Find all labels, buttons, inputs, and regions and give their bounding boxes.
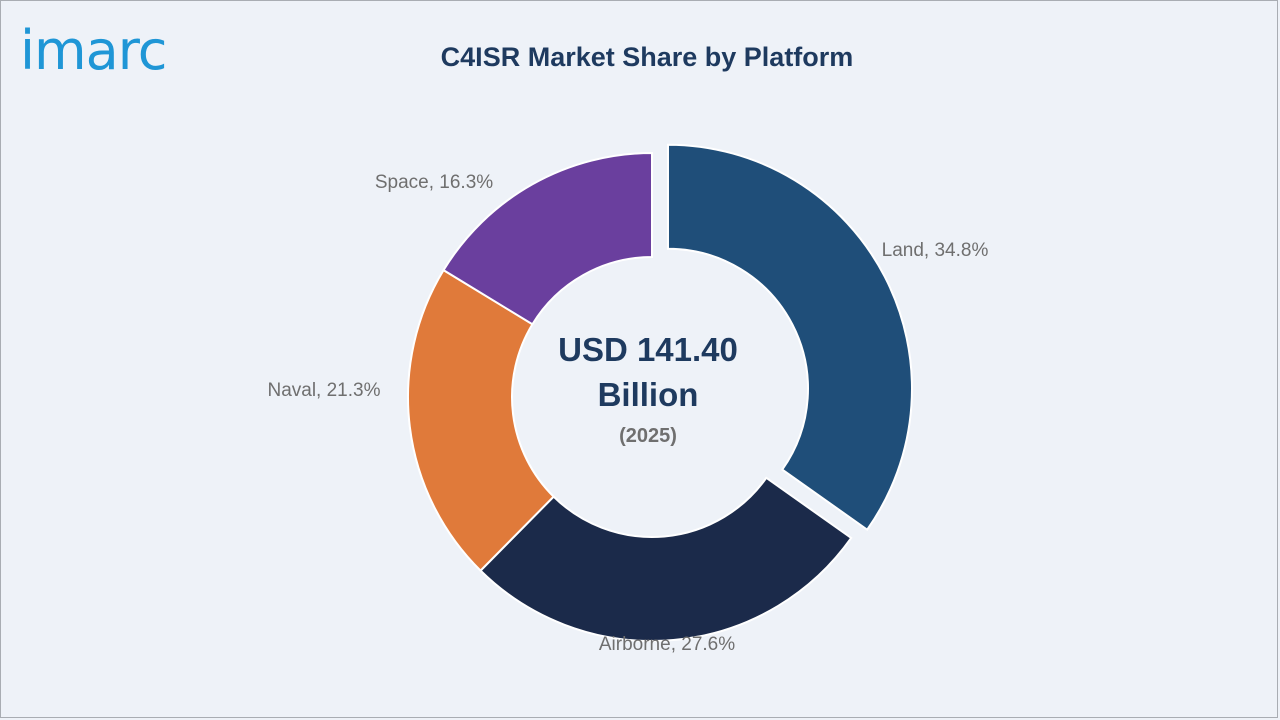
slice-naval bbox=[407, 268, 556, 573]
slice-label-airborne: Airborne, 27.6% bbox=[599, 634, 735, 655]
chart-title: C4ISR Market Share by Platform bbox=[440, 42, 854, 72]
center-value: USD 141.40 bbox=[558, 331, 738, 368]
slice-space bbox=[442, 151, 653, 326]
slice-label-land: Land, 34.8% bbox=[882, 240, 989, 261]
slice-land bbox=[666, 143, 913, 532]
center-year: (2025) bbox=[619, 425, 677, 447]
imarc-logo: imarc bbox=[20, 19, 167, 82]
slice-labels: Land, 34.8% Airborne, 27.6% Naval, 21.3% Sp… bbox=[267, 172, 988, 655]
slice-airborne bbox=[479, 476, 853, 642]
donut-slices bbox=[407, 143, 913, 642]
center-unit: Billion bbox=[598, 376, 699, 413]
slice-label-space: Space, 16.3% bbox=[375, 172, 493, 193]
slice-label-naval: Naval, 21.3% bbox=[267, 380, 380, 401]
